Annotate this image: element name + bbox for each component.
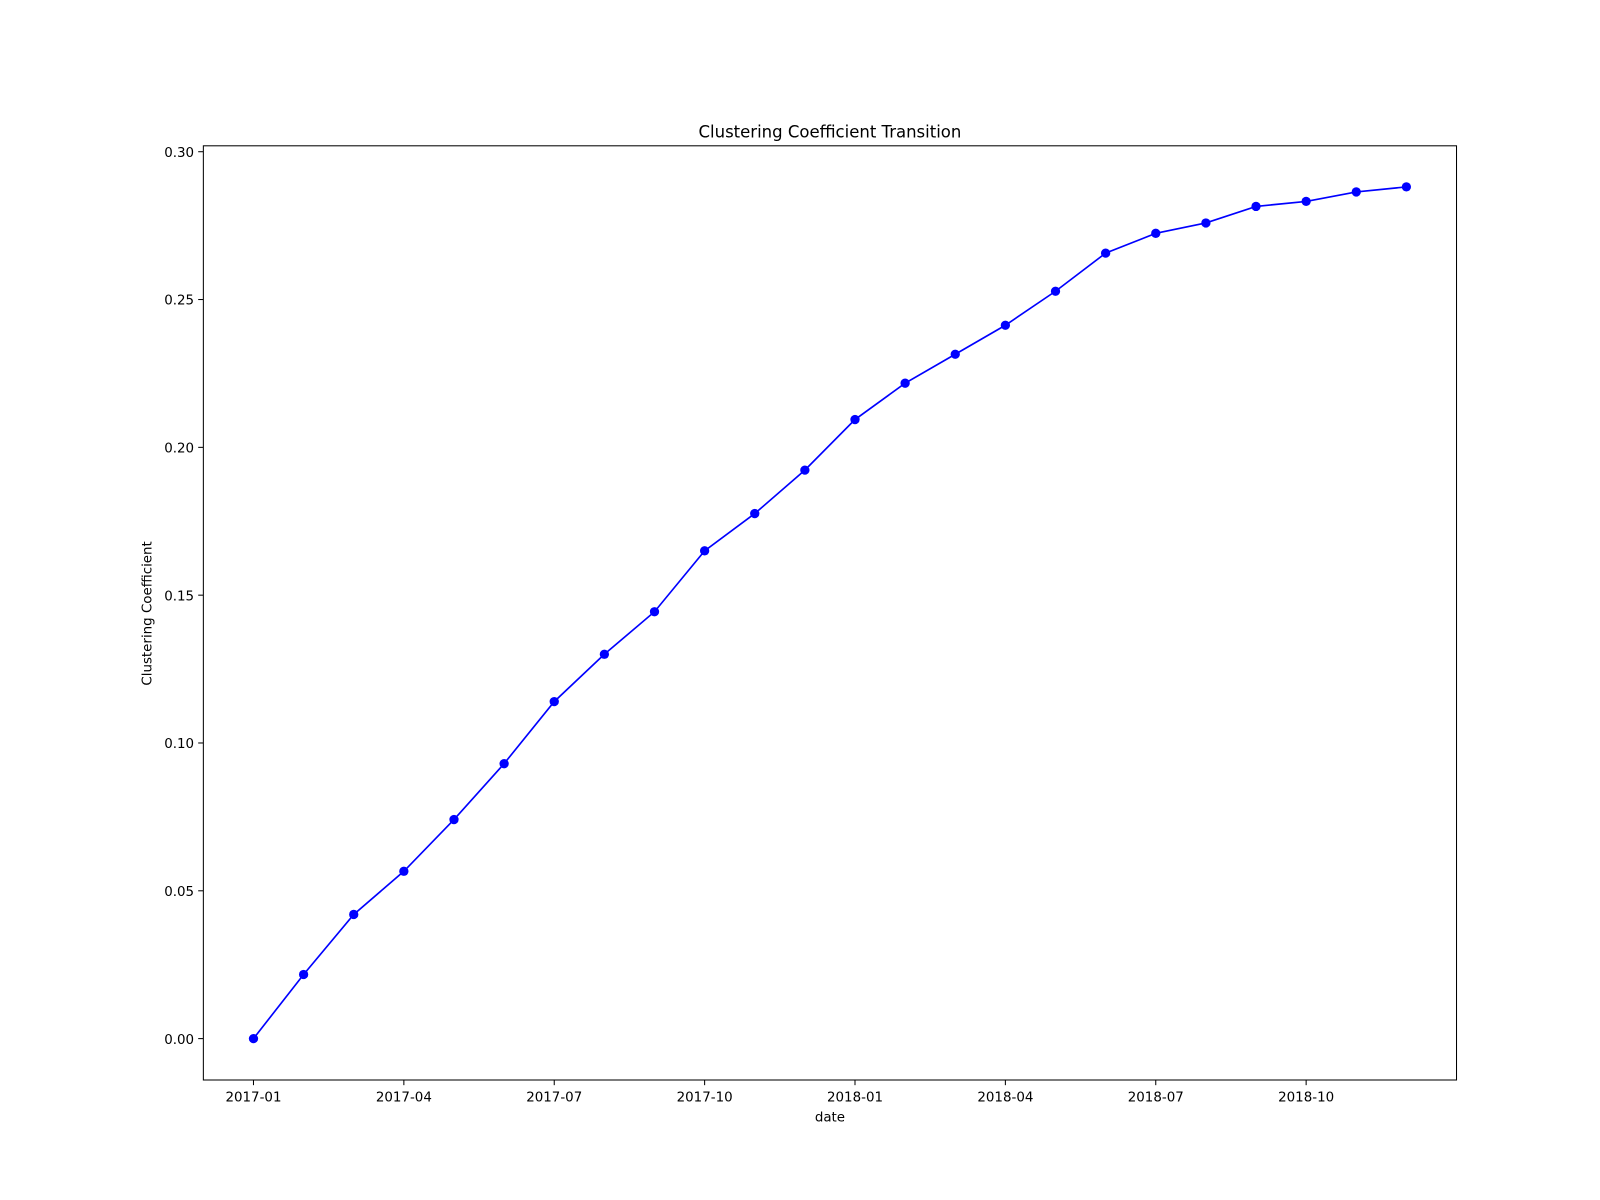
chart-title: Clustering Coefficient Transition [699,123,962,142]
marker [900,378,910,388]
marker [248,1033,259,1044]
marker [1151,228,1161,238]
marker [298,969,309,980]
y-tick-label: 0.20 [164,442,194,457]
marker [599,649,610,659]
y-tick-label: 0.30 [164,146,194,161]
marker [1201,218,1211,228]
x-tick-label: 2018-10 [1278,1091,1334,1106]
x-tick-label: 2017-10 [677,1091,733,1106]
marker [349,909,359,920]
marker [1100,248,1111,258]
marker [800,465,810,475]
plot-frame [202,145,1458,1081]
marker [649,607,660,617]
y-tick-label: 0.00 [164,1033,194,1048]
x-axis-label: date [815,1110,845,1125]
y-tick-label: 0.15 [164,589,194,604]
marker [399,866,409,876]
marker [549,696,559,707]
marker [750,508,760,519]
y-axis-label: Clustering Coefficient [141,541,156,685]
x-tick-label: 2018-07 [1128,1091,1184,1106]
x-tick-label: 2018-01 [827,1091,883,1106]
x-tick-label: 2017-07 [526,1091,582,1106]
y-tick-label: 0.25 [164,294,194,309]
y-tick-label: 0.05 [164,885,194,900]
marker [850,414,860,425]
y-tick-label: 0.10 [164,737,194,752]
marker [1000,320,1011,330]
line [252,186,1407,1040]
marker [950,349,960,359]
x-tick-label: 2018-04 [977,1091,1033,1106]
marker [1351,187,1361,197]
marker [449,814,459,825]
x-tick-label: 2017-01 [225,1091,281,1106]
marker [1401,182,1412,192]
marker [1251,201,1261,212]
marker [1301,196,1311,207]
marker [499,759,509,769]
marker [1050,286,1061,296]
x-tick-label: 2017-04 [376,1091,432,1106]
marker [699,546,710,556]
